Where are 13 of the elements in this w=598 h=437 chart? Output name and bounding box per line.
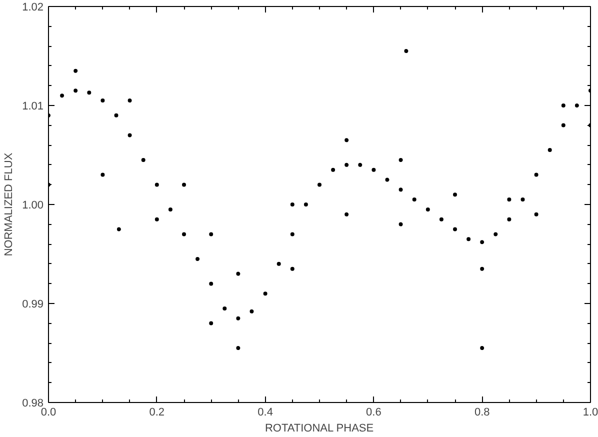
y-tick-label: 0.98 [22, 398, 44, 410]
x-tick-label: 0.8 [474, 406, 490, 418]
x-tick-label: 0.6 [366, 406, 382, 418]
x-tick-label: 0.0 [40, 406, 56, 418]
y-tick-label: 1.01 [22, 100, 44, 112]
x-tick-label: 1.0 [582, 406, 598, 418]
y-axis-title: NORMALIZED FLUX [3, 152, 16, 256]
x-tick-label: 0.2 [149, 406, 165, 418]
y-tick-label: 1.00 [22, 200, 44, 212]
y-tick-label: 0.99 [22, 298, 44, 310]
y-tick-label: 1.02 [22, 2, 44, 14]
x-tick-label: 0.4 [258, 406, 273, 418]
x-axis-title: ROTATIONAL PHASE [265, 422, 374, 434]
